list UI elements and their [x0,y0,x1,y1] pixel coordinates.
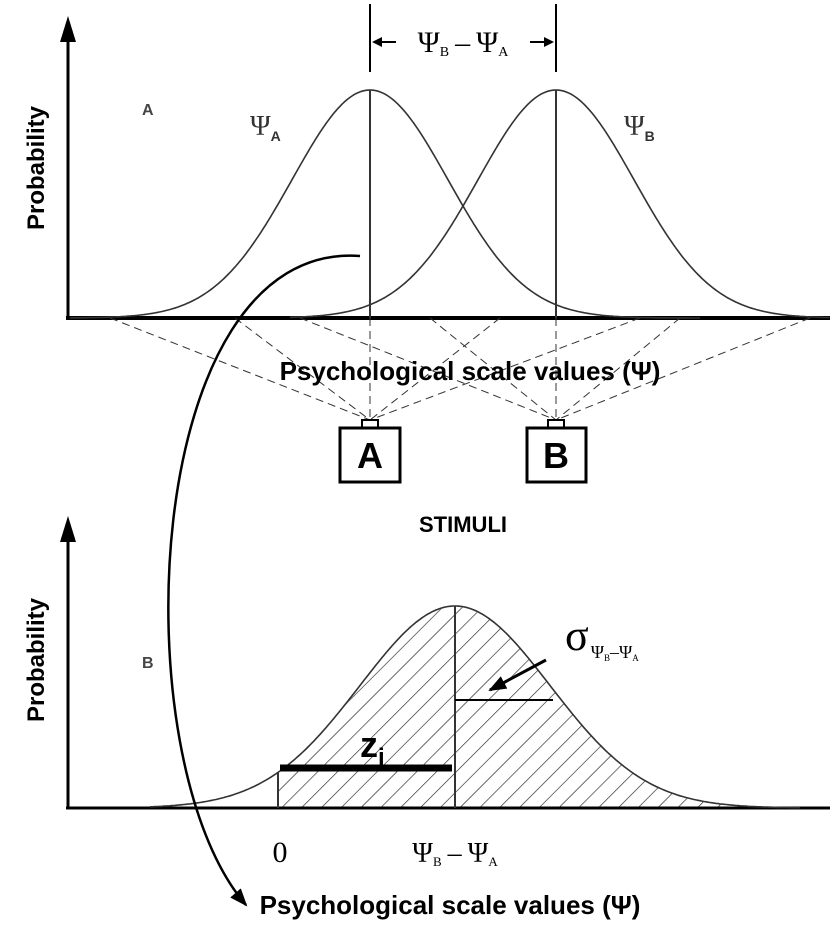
hatched-area [278,606,800,808]
curve-a [69,89,700,319]
axis-arrow [60,516,76,542]
curve-b [290,89,830,319]
projection-line [369,317,501,421]
projection-lines [109,317,811,421]
axis-arrow [60,16,76,42]
stimulus-label: B [543,435,569,476]
x-axis-label: Psychological scale values (Ψ) [280,356,661,386]
projection-line [369,317,641,421]
panel-label: A [142,102,154,119]
sigma-label: σ ΨB–ΨA [565,611,639,663]
stimulus-box [338,426,402,484]
sigma-arrow [488,658,547,692]
difference-curve [150,605,800,809]
projection-line [109,317,371,421]
x-tick-label: ΨB – ΨA [412,838,498,869]
stimuli-label: STIMULI [419,512,507,537]
x-axis-label: Psychological scale values (Ψ) [260,890,641,920]
y-axis-label: Probability [23,105,50,230]
y-axis-label: Probability [23,597,50,722]
projection-line [429,317,557,421]
difference-label: ΨB – ΨA [418,26,510,60]
curve-label: ΨB [624,111,655,144]
projection-line [234,317,371,421]
projection-line [555,317,811,421]
curve-label: ΨA [250,111,281,144]
z-label: zi [360,724,385,771]
mapping-arrow [167,254,361,907]
projection-line [299,317,557,421]
stimulus-box [525,426,588,484]
stimulus-label: A [357,435,383,476]
x-tick-label: 0 [273,836,288,869]
panel-label: B [142,655,154,672]
projection-line [555,317,681,421]
